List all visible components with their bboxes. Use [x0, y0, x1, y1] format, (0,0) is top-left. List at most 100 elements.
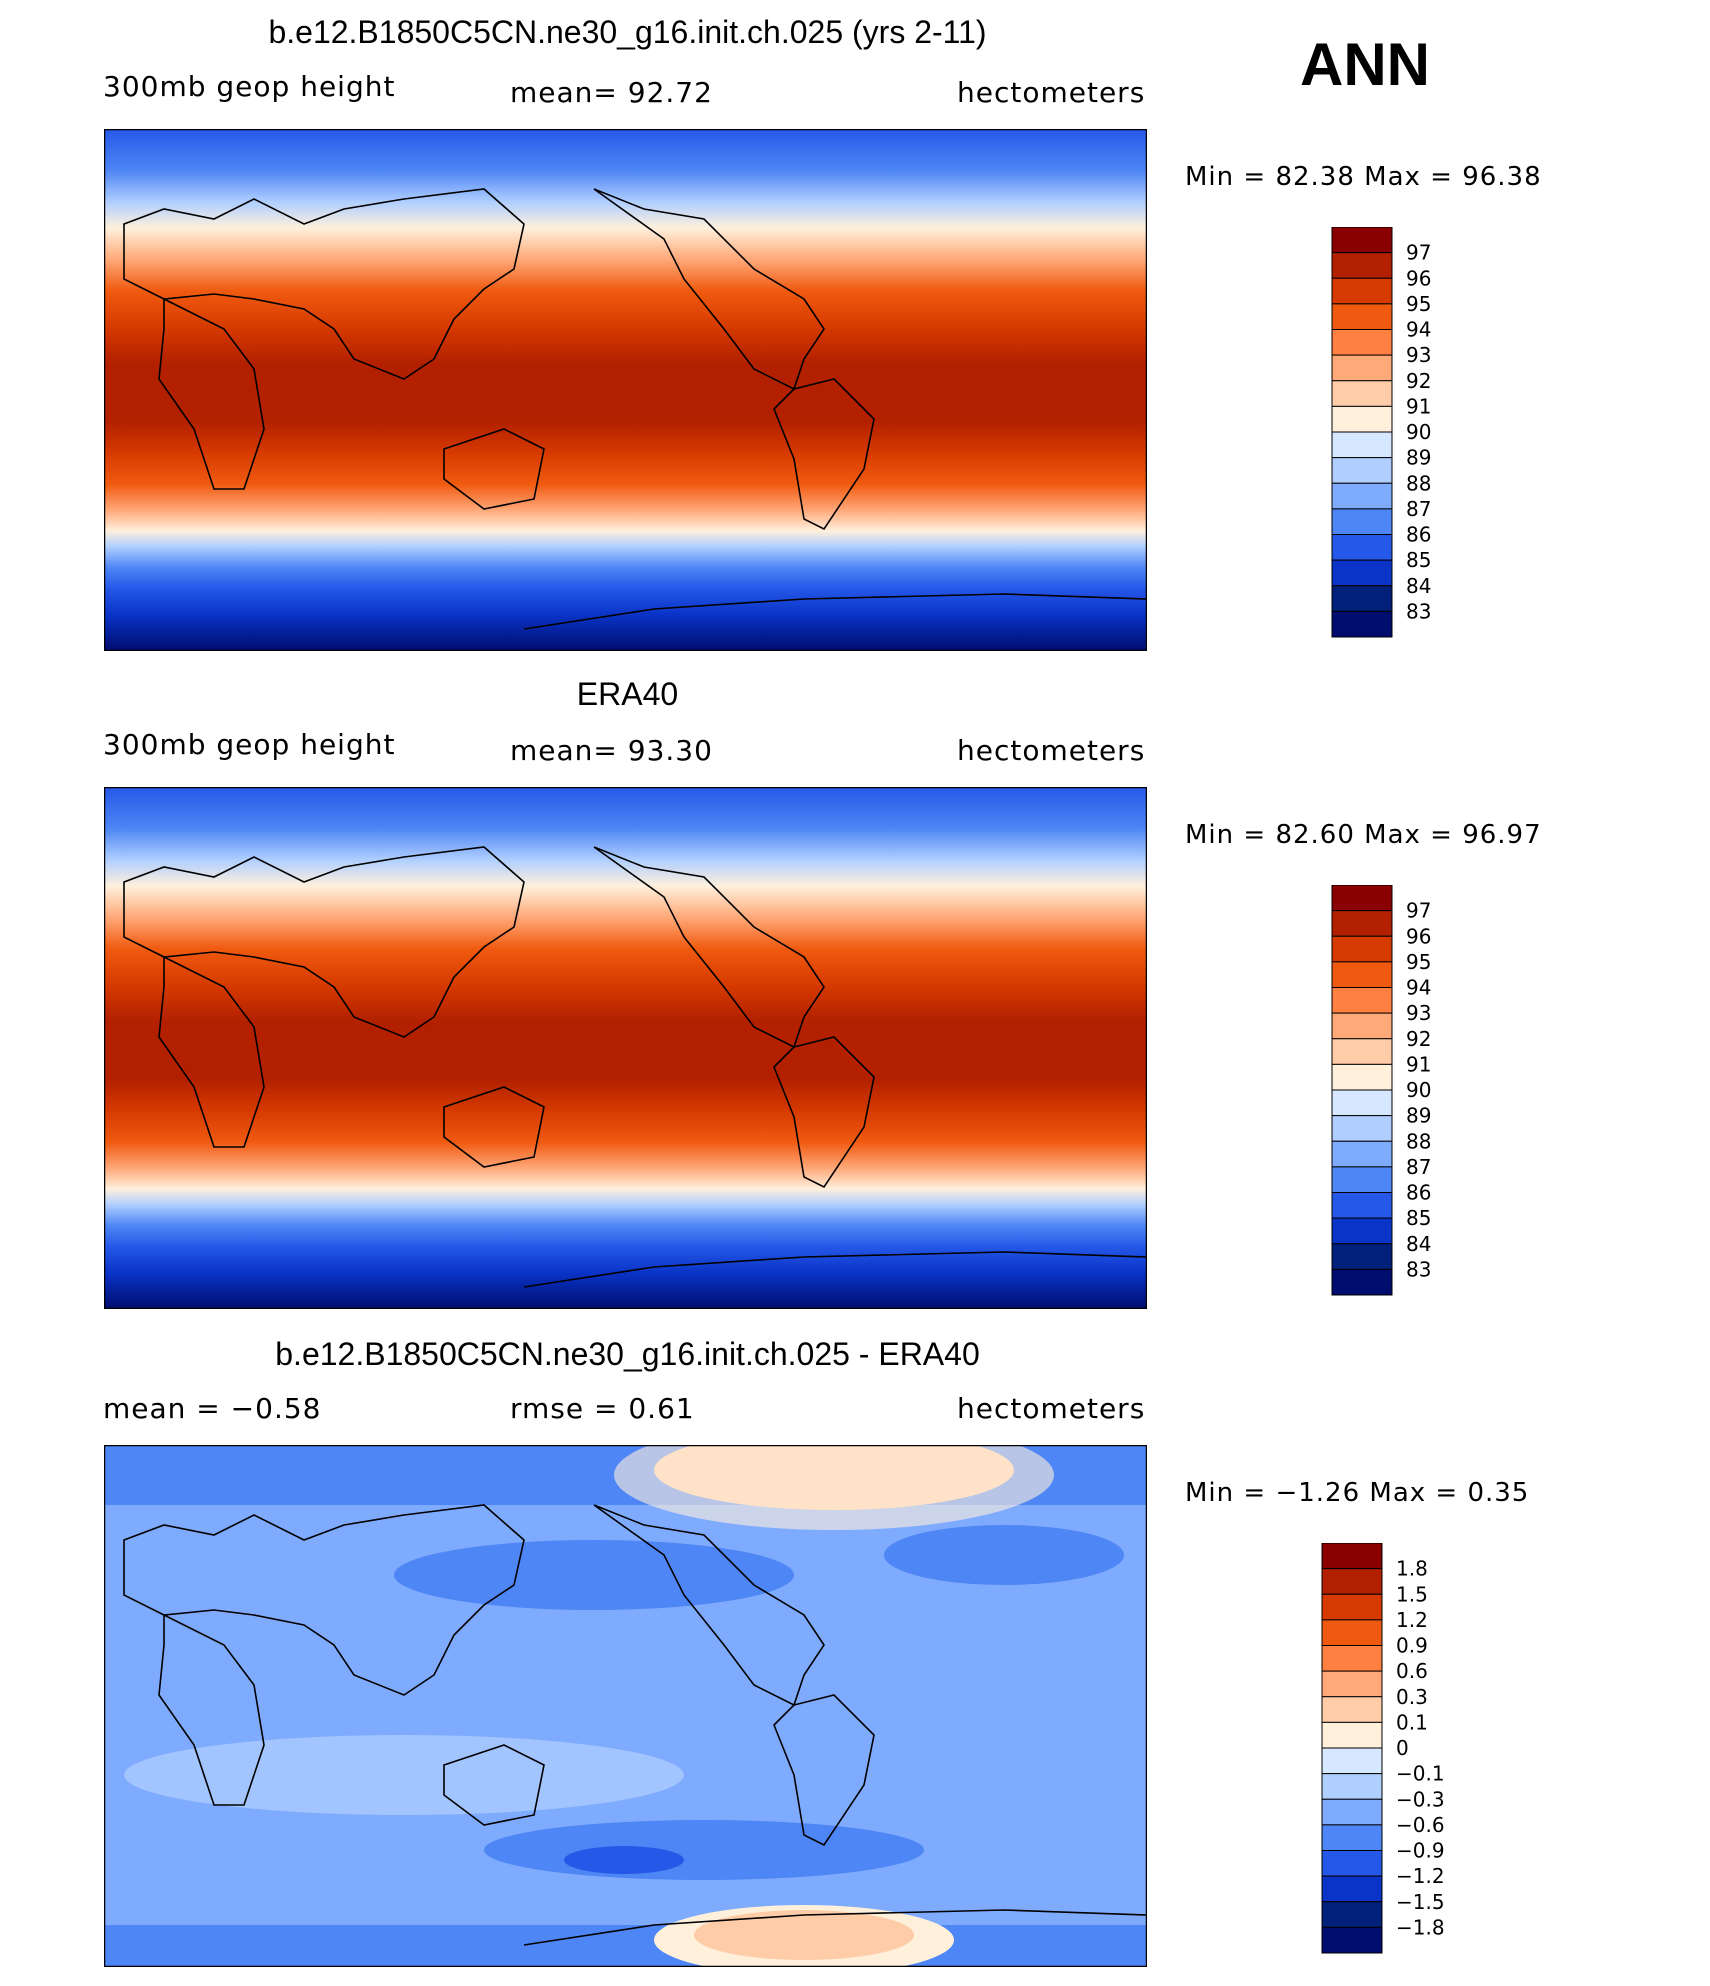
colorbar-box	[1331, 303, 1393, 330]
panel2-map	[104, 787, 1147, 1309]
colorbar-label: 84	[1406, 574, 1431, 598]
colorbar-label: 91	[1406, 1052, 1431, 1076]
colorbar-box	[1331, 1217, 1393, 1245]
panel2-minmax: Min = 82.60 Max = 96.97	[1185, 820, 1542, 850]
season-label: ANN	[1300, 31, 1430, 98]
colorbar-box	[1321, 1824, 1383, 1851]
colorbar-box	[1321, 1850, 1383, 1877]
colorbar-label: 1.8	[1396, 1557, 1428, 1581]
panel3-map	[104, 1445, 1147, 1967]
colorbar-label: 89	[1406, 446, 1431, 470]
colorbar-label: 0.1	[1396, 1710, 1428, 1734]
colorbar-label: 95	[1406, 950, 1431, 974]
colorbar-box	[1331, 1140, 1393, 1168]
colorbar-label: −1.2	[1396, 1864, 1445, 1888]
colorbar-box	[1331, 961, 1393, 988]
colorbar-label: 96	[1406, 266, 1431, 290]
colorbar-box	[1331, 534, 1393, 561]
colorbar-label: 1.5	[1396, 1582, 1428, 1606]
colorbar-box	[1331, 910, 1393, 937]
colorbar-label: 89	[1406, 1104, 1431, 1128]
panel3-coastlines	[123, 1504, 1147, 1946]
panel2-units-label: hectometers	[957, 734, 1146, 767]
colorbar-box	[1321, 1543, 1383, 1570]
colorbar-box	[1331, 1089, 1393, 1117]
colorbar-box	[1331, 1243, 1393, 1270]
colorbar-box	[1331, 354, 1393, 382]
colorbar-label: 86	[1406, 1181, 1431, 1205]
colorbar-box	[1331, 277, 1393, 305]
panel3-title: b.e12.B1850C5CN.ne30_g16.init.ch.025 - E…	[275, 1336, 980, 1372]
colorbar-box	[1331, 559, 1393, 587]
colorbar-box	[1331, 1063, 1393, 1091]
panel1-title: b.e12.B1850C5CN.ne30_g16.init.ch.025 (yr…	[268, 14, 987, 50]
colorbar-label: −0.3	[1396, 1787, 1445, 1811]
colorbar-label: 92	[1406, 1027, 1431, 1051]
colorbar-box	[1331, 1038, 1393, 1065]
panel1-field	[104, 129, 1147, 651]
colorbar-box	[1321, 1901, 1383, 1928]
panel2-variable-label: 300mb geop height	[103, 728, 396, 761]
colorbar-box	[1321, 1593, 1383, 1621]
colorbar-label: 95	[1406, 292, 1431, 316]
panel3-mean-label: mean = −0.58	[103, 1392, 322, 1425]
colorbar-box	[1321, 1926, 1383, 1954]
colorbar-label: 86	[1406, 523, 1431, 547]
colorbar-label: 92	[1406, 369, 1431, 393]
panel3-rmse-label: rmse = 0.61	[510, 1392, 695, 1425]
colorbar-box	[1331, 405, 1393, 433]
colorbar-label: 0.9	[1396, 1634, 1428, 1658]
colorbar-label: 1.2	[1396, 1608, 1428, 1632]
panel2-mean-label: mean= 93.30	[510, 734, 713, 767]
panel1-mean-label: mean= 92.72	[510, 76, 713, 109]
colorbar-box	[1331, 610, 1393, 638]
colorbar-box	[1321, 1619, 1383, 1646]
colorbar-label: 94	[1406, 976, 1431, 1000]
panel2-coastlines	[123, 846, 1147, 1288]
panel3-units-label: hectometers	[957, 1392, 1146, 1425]
panel2-field	[104, 787, 1147, 1309]
colorbar-box	[1331, 482, 1393, 510]
colorbar-label: −1.5	[1396, 1890, 1445, 1914]
colorbar-box	[1321, 1721, 1383, 1749]
panel1-units-label: hectometers	[957, 76, 1146, 109]
colorbar-label: −0.6	[1396, 1813, 1445, 1837]
colorbar-box	[1331, 1192, 1393, 1219]
colorbar-box	[1321, 1747, 1383, 1775]
colorbar-box	[1321, 1670, 1383, 1698]
colorbar-box	[1331, 585, 1393, 612]
colorbar-label: 93	[1406, 343, 1431, 367]
colorbar-box	[1331, 1268, 1393, 1296]
colorbar-label: 85	[1406, 1206, 1431, 1230]
colorbar-label: 87	[1406, 1155, 1431, 1179]
panel1-coastlines	[123, 188, 1147, 630]
colorbar-box	[1331, 329, 1393, 356]
panel1-minmax: Min = 82.38 Max = 96.38	[1185, 162, 1542, 192]
colorbar-label: 94	[1406, 318, 1431, 342]
colorbar-box	[1321, 1875, 1383, 1903]
colorbar-label: 0	[1396, 1736, 1409, 1760]
colorbar-label: 0.3	[1396, 1685, 1428, 1709]
colorbar-box	[1321, 1696, 1383, 1723]
colorbar-box	[1321, 1568, 1383, 1595]
colorbar-box	[1331, 252, 1393, 279]
colorbar-label: 0.6	[1396, 1659, 1428, 1683]
colorbar-box	[1331, 935, 1393, 963]
colorbar-box	[1331, 431, 1393, 459]
colorbar-box	[1331, 508, 1393, 535]
colorbar-box	[1331, 380, 1393, 407]
colorbar-box	[1331, 885, 1393, 912]
colorbar-label: 87	[1406, 497, 1431, 521]
colorbar-label: 90	[1406, 1078, 1431, 1102]
colorbar-box	[1321, 1798, 1383, 1826]
colorbar-box	[1331, 227, 1393, 254]
colorbar-label: 97	[1406, 899, 1431, 923]
colorbar-label: −0.1	[1396, 1762, 1445, 1786]
panel3-colorbar: 1.81.51.20.90.60.30.10−0.1−0.3−0.6−0.9−1…	[1321, 1543, 1445, 1954]
colorbar-box	[1331, 987, 1393, 1014]
panel1-variable-label: 300mb geop height	[103, 70, 396, 103]
panel3-field	[104, 1445, 1147, 1967]
colorbar-box	[1321, 1645, 1383, 1672]
